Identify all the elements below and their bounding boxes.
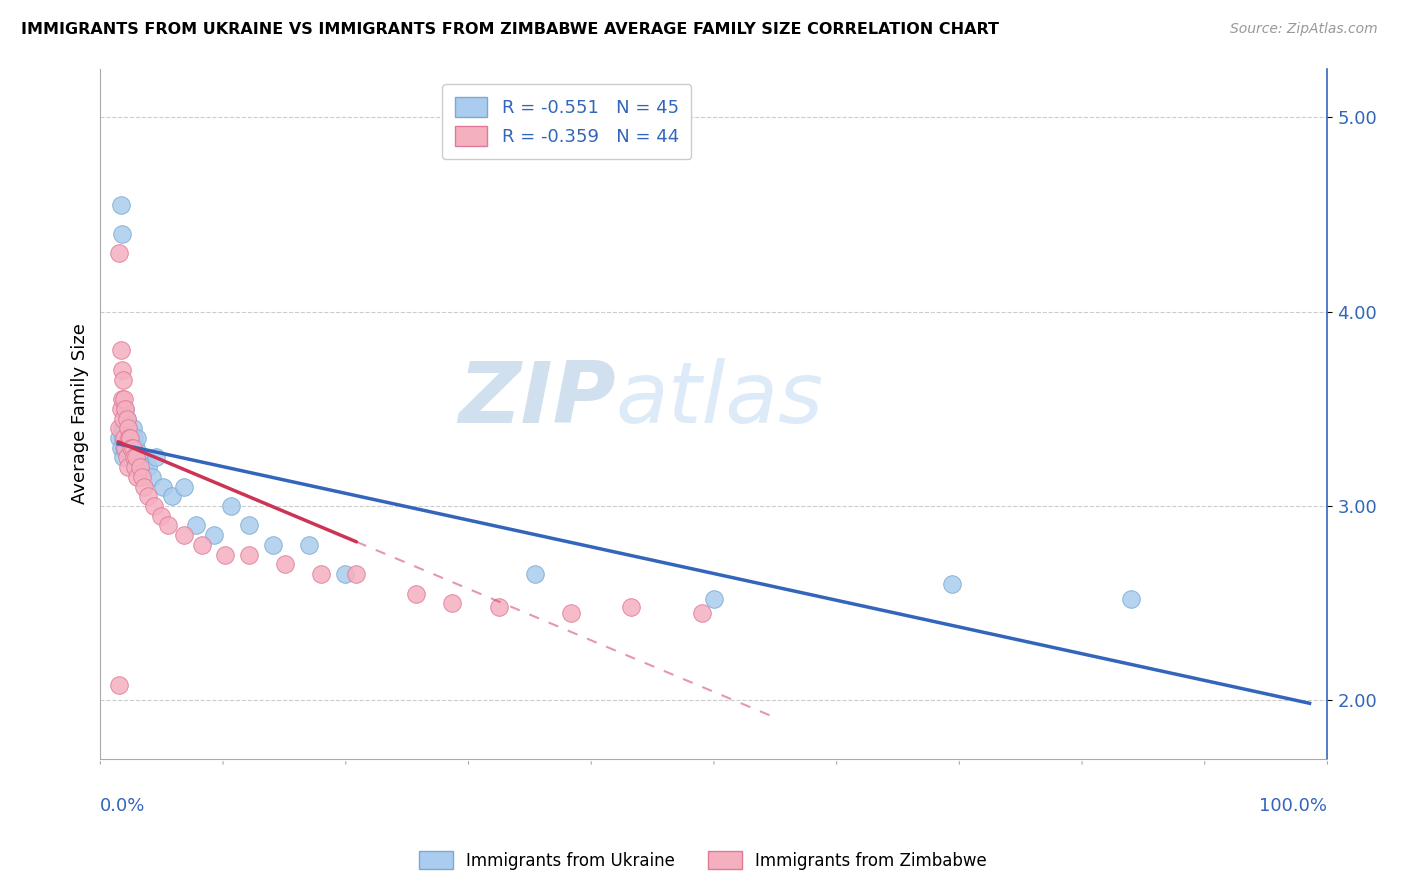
Point (111, 450, 134, 465)
Point (111, 431, 134, 445)
Point (111, 227, 134, 241)
Point (120, 441, 142, 455)
Point (560, 606, 582, 620)
Point (143, 499, 166, 513)
Text: atlas: atlas (616, 359, 824, 442)
Point (690, 606, 713, 620)
Point (440, 596, 463, 610)
Point (124, 460, 146, 475)
Point (173, 528, 195, 542)
Point (111, 421, 134, 435)
Point (184, 518, 207, 533)
Point (127, 470, 149, 484)
Point (120, 441, 142, 455)
Point (114, 401, 136, 416)
Point (108, 246, 131, 260)
Point (124, 450, 146, 465)
Point (117, 421, 139, 435)
Point (131, 450, 153, 465)
Point (346, 567, 368, 582)
Y-axis label: Average Family Size: Average Family Size (72, 323, 89, 504)
Point (117, 431, 139, 445)
Text: IMMIGRANTS FROM UKRAINE VS IMMIGRANTS FROM ZIMBABWE AVERAGE FAMILY SIZE CORRELAT: IMMIGRANTS FROM UKRAINE VS IMMIGRANTS FR… (21, 22, 1000, 37)
Point (173, 479, 195, 493)
Point (298, 538, 321, 552)
Point (114, 401, 136, 416)
Point (1119, 592, 1142, 607)
Point (114, 441, 136, 455)
Point (117, 460, 139, 475)
Point (118, 441, 141, 455)
Point (111, 363, 134, 377)
Point (111, 392, 134, 406)
Point (115, 441, 138, 455)
Point (262, 538, 284, 552)
Point (117, 421, 139, 435)
Point (274, 558, 297, 572)
Text: 100.0%: 100.0% (1260, 797, 1327, 814)
Point (405, 586, 427, 600)
Point (110, 401, 132, 416)
Point (134, 460, 156, 475)
Point (120, 450, 142, 465)
Point (150, 508, 173, 523)
Point (122, 431, 145, 445)
Point (112, 431, 135, 445)
Point (238, 518, 260, 533)
Point (112, 441, 135, 455)
Point (120, 431, 142, 445)
Point (214, 548, 236, 562)
Point (121, 421, 143, 435)
Point (488, 600, 510, 615)
Point (619, 600, 641, 615)
Point (115, 411, 138, 425)
Point (114, 431, 136, 445)
Point (238, 548, 260, 562)
Point (145, 450, 167, 465)
Point (703, 592, 725, 607)
Point (136, 460, 159, 475)
Point (120, 431, 142, 445)
Point (941, 576, 963, 591)
Point (110, 197, 132, 211)
Legend: R = -0.551   N = 45, R = -0.359   N = 44: R = -0.551 N = 45, R = -0.359 N = 44 (441, 85, 692, 159)
Point (131, 470, 153, 484)
Point (118, 431, 141, 445)
Point (128, 450, 150, 465)
Legend: Immigrants from Ukraine, Immigrants from Zimbabwe: Immigrants from Ukraine, Immigrants from… (413, 845, 993, 877)
Point (127, 460, 149, 475)
Point (141, 470, 163, 484)
Point (190, 538, 212, 552)
Point (134, 479, 156, 493)
Text: Source: ZipAtlas.com: Source: ZipAtlas.com (1230, 22, 1378, 37)
Point (128, 460, 150, 475)
Point (115, 450, 138, 465)
Point (125, 450, 148, 465)
Text: 0.0%: 0.0% (100, 797, 146, 814)
Point (127, 431, 149, 445)
Point (125, 441, 148, 455)
Point (108, 678, 131, 692)
Point (524, 567, 547, 582)
Point (136, 489, 159, 503)
Text: ZIP: ZIP (458, 359, 616, 442)
Point (121, 441, 143, 455)
Point (221, 499, 243, 513)
Point (112, 392, 135, 406)
Point (115, 411, 138, 425)
Point (309, 567, 332, 582)
Point (202, 528, 225, 542)
Point (333, 567, 356, 582)
Point (111, 411, 134, 425)
Point (152, 479, 174, 493)
Point (110, 343, 132, 358)
Point (160, 489, 183, 503)
Point (122, 450, 145, 465)
Point (111, 373, 134, 387)
Point (108, 431, 131, 445)
Point (108, 421, 131, 435)
Point (157, 518, 180, 533)
Point (112, 421, 135, 435)
Point (110, 441, 132, 455)
